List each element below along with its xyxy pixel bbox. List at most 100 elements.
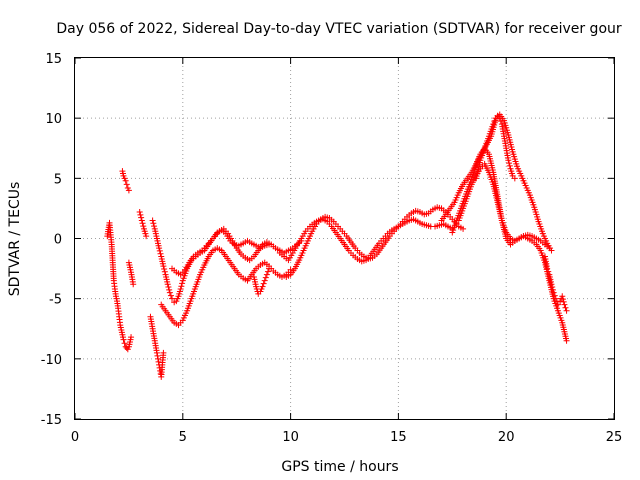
data-point	[137, 211, 144, 218]
data-point	[511, 175, 518, 182]
data-point	[149, 217, 156, 224]
x-tick-label: 25	[606, 430, 623, 445]
data-point	[161, 268, 168, 275]
data-point	[562, 304, 569, 311]
data-point	[178, 283, 185, 290]
series-segment-d	[136, 209, 150, 240]
data-point	[130, 281, 137, 288]
data-point	[154, 352, 161, 359]
y-tick-label: 15	[45, 52, 62, 67]
data-point	[164, 281, 171, 288]
data-point	[262, 274, 269, 281]
y-tick-label: 5	[54, 172, 62, 187]
y-tick-label: -5	[49, 293, 62, 308]
data-point	[548, 281, 555, 288]
data-point	[551, 292, 558, 299]
data-point	[505, 157, 512, 164]
x-tick-label: 15	[390, 430, 407, 445]
data-point	[506, 162, 513, 169]
data-point	[166, 289, 173, 296]
data-point	[123, 181, 130, 188]
series-segment-m	[449, 111, 555, 254]
x-axis-label: GPS time / hours	[281, 459, 398, 475]
data-point	[263, 271, 270, 278]
data-point	[161, 265, 168, 272]
data-point	[179, 280, 186, 287]
data-point	[157, 250, 164, 257]
data-point	[140, 223, 147, 230]
series-segment-g	[158, 245, 294, 329]
data-point	[125, 187, 132, 194]
y-tick-label: 0	[54, 233, 62, 248]
x-tick-label: 20	[498, 430, 515, 445]
series-segment-f	[149, 217, 273, 306]
axis-ticks: 0 5 10 15 20 25 -15 -10 -5 0 5 10 15	[41, 52, 623, 445]
data-point	[128, 334, 135, 341]
data-point	[151, 223, 158, 230]
data-point	[544, 265, 551, 272]
plot-frame	[74, 57, 615, 420]
y-tick-label: 10	[45, 112, 62, 127]
data-point	[260, 280, 267, 287]
series-segment-c	[125, 259, 137, 288]
series-segment-j	[276, 216, 456, 265]
data-point	[560, 298, 567, 305]
data-point	[554, 301, 561, 308]
data-point	[259, 283, 266, 290]
series-segment-h	[169, 225, 305, 278]
series-segment-k	[283, 204, 467, 281]
data-point	[138, 217, 145, 224]
data-point	[559, 296, 566, 303]
data-point	[160, 263, 167, 270]
series-segment-p	[542, 253, 570, 314]
data-point	[549, 284, 556, 291]
data-point	[156, 247, 163, 254]
data-point	[122, 177, 129, 184]
data-point	[549, 286, 556, 293]
data-point	[545, 268, 552, 275]
y-axis-label: SDTVAR / TECUs	[7, 182, 23, 297]
data-point	[155, 358, 162, 365]
data-point	[266, 265, 273, 272]
series-segment-a	[104, 219, 135, 353]
series-segment-i	[250, 265, 273, 297]
x-tick-label: 5	[179, 430, 187, 445]
data-point	[553, 298, 560, 305]
data-point	[120, 336, 127, 343]
data-points	[104, 111, 570, 380]
data-point	[559, 293, 566, 300]
data-point	[136, 209, 143, 216]
data-point	[563, 307, 570, 314]
data-point	[138, 214, 145, 221]
data-point	[153, 349, 160, 356]
data-point	[177, 286, 184, 293]
x-tick-label: 0	[71, 430, 79, 445]
chart-title: Day 056 of 2022, Sidereal Day-to-day VTE…	[56, 21, 622, 37]
data-point	[506, 160, 513, 167]
data-point	[261, 277, 268, 284]
data-point	[169, 295, 176, 302]
data-point	[121, 340, 128, 347]
data-point	[167, 292, 174, 299]
series-segment-b	[119, 168, 132, 194]
series-segment-o	[473, 145, 570, 344]
series-segment-e	[147, 313, 167, 380]
y-tick-label: -15	[41, 413, 62, 428]
data-point	[150, 220, 157, 227]
data-point	[460, 225, 467, 232]
data-point	[160, 349, 167, 356]
data-point	[552, 295, 559, 302]
data-point	[155, 355, 162, 362]
x-tick-label: 10	[282, 430, 299, 445]
data-point	[561, 301, 568, 308]
data-point	[550, 289, 557, 296]
data-point	[165, 284, 172, 291]
y-tick-label: -10	[41, 353, 62, 368]
data-point	[156, 245, 163, 252]
data-point	[143, 233, 150, 240]
data-point	[546, 245, 553, 252]
data-point	[166, 286, 173, 293]
data-point	[139, 220, 146, 227]
data-point	[264, 268, 271, 275]
